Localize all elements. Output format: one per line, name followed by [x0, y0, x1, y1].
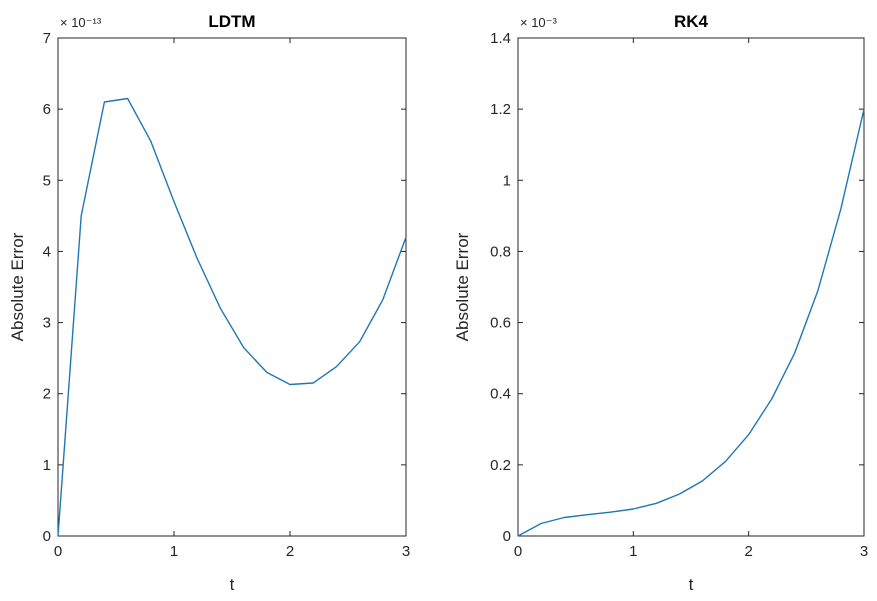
y-tick-label: 1.4: [490, 30, 511, 47]
series-line: [517, 108, 865, 537]
y-tick-label: 4: [43, 243, 51, 260]
x-tick-label: 2: [286, 543, 294, 560]
tick-group: 0 1 2 3 0 0.2 0.4 0.6 0.8 1 1.2 1.4: [490, 30, 868, 560]
x-axis-label: t: [230, 575, 235, 594]
y-tick-label: 0.6: [490, 315, 511, 332]
chart-panel-ldtm: 0 1 2 3 0 1 2 3 4 5 6 7 LDTM × 10⁻¹³ t Absolute Err…: [8, 12, 410, 594]
x-tick-label: 0: [54, 543, 62, 560]
y-tick-label: 0: [43, 528, 51, 545]
y-tick-label: 5: [43, 172, 51, 189]
y-tick-label: 7: [43, 30, 51, 47]
y-tick-label: 3: [43, 315, 51, 332]
y-tick-label: 6: [43, 101, 51, 118]
axes-box: [517, 37, 865, 537]
axes-box: [57, 37, 407, 537]
y-tick-label: 0: [503, 528, 511, 545]
x-tick-label: 1: [170, 543, 178, 560]
y-tick-label: 0.2: [490, 457, 511, 474]
series-line: [57, 97, 407, 537]
y-tick-label: 1.2: [490, 101, 511, 118]
chart-panel-rk4: 0 1 2 3 0 0.2 0.4 0.6 0.8 1 1.2 1.4 RK4 × 10⁻³ t Ab…: [453, 12, 868, 594]
x-tick-label: 3: [402, 543, 410, 560]
x-tick-label: 0: [514, 543, 522, 560]
y-tick-label: 1: [43, 457, 51, 474]
y-tick-label: 0.8: [490, 243, 511, 260]
x-axis-label: t: [689, 575, 694, 594]
y-tick-label: 0.4: [490, 386, 511, 403]
tick-group: 0 1 2 3 0 1 2 3 4 5 6 7: [43, 30, 411, 560]
y-axis-label: Absolute Error: [453, 232, 472, 341]
y-tick-label: 2: [43, 386, 51, 403]
x-tick-label: 2: [744, 543, 752, 560]
x-tick-label: 1: [629, 543, 637, 560]
x-tick-label: 3: [860, 543, 868, 560]
y-tick-label: 1: [503, 172, 511, 189]
chart-title: RK4: [674, 12, 709, 31]
y-exponent-label: × 10⁻¹³: [60, 15, 102, 30]
chart-title: LDTM: [208, 12, 255, 31]
y-exponent-label: × 10⁻³: [520, 15, 558, 30]
y-axis-label: Absolute Error: [8, 232, 27, 341]
